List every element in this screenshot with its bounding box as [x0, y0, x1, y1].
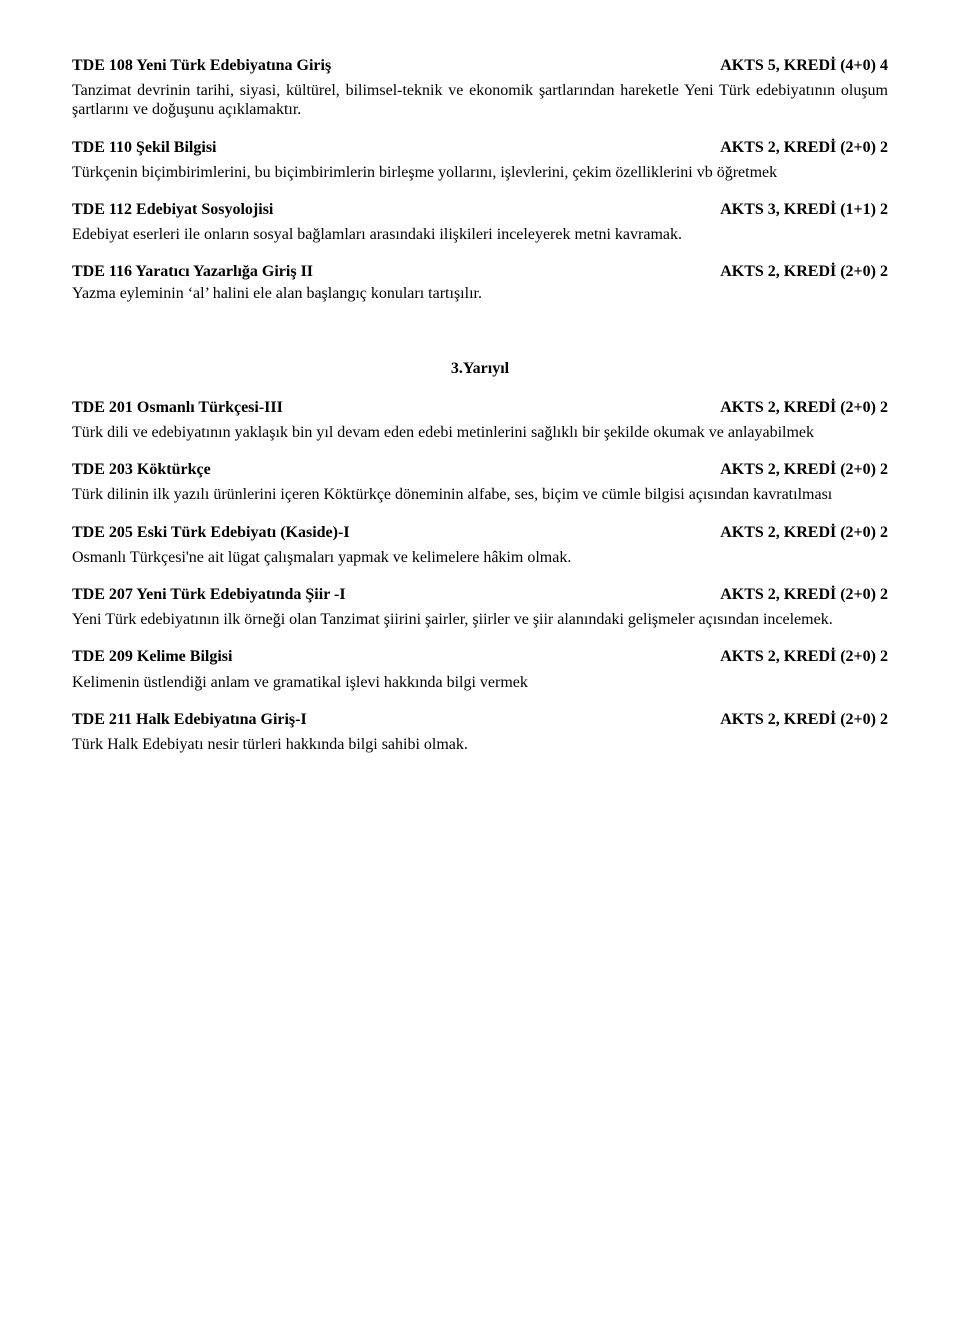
course-desc: Osmanlı Türkçesi'ne ait lügat çalışmalar…	[72, 548, 888, 567]
course-desc: Yazma eyleminin ‘al’ halini ele alan baş…	[72, 284, 888, 303]
course-credit: AKTS 2, KREDİ (2+0) 2	[696, 398, 888, 417]
course-title: TDE 207 Yeni Türk Edebiyatında Şiir -I	[72, 585, 346, 604]
course-credit: AKTS 2, KREDİ (2+0) 2	[696, 710, 888, 729]
course-desc: Kelimenin üstlendiği anlam ve gramatikal…	[72, 673, 888, 692]
course-header-116: TDE 116 Yaratıcı Yazarlığa Giriş II AKTS…	[72, 262, 888, 281]
course-title: TDE 110 Şekil Bilgisi	[72, 138, 216, 157]
course-title: TDE 112 Edebiyat Sosyolojisi	[72, 200, 273, 219]
course-header-209: TDE 209 Kelime Bilgisi AKTS 2, KREDİ (2+…	[72, 647, 888, 666]
course-credit: AKTS 3, KREDİ (1+1) 2	[696, 200, 888, 219]
course-desc: Edebiyat eserleri ile onların sosyal bağ…	[72, 225, 888, 244]
course-desc: Yeni Türk edebiyatının ilk örneği olan T…	[72, 610, 888, 629]
course-desc: Tanzimat devrinin tarihi, siyasi, kültür…	[72, 81, 888, 119]
course-header-211: TDE 211 Halk Edebiyatına Giriş-I AKTS 2,…	[72, 710, 888, 729]
course-desc: Türk dilinin ilk yazılı ürünlerini içere…	[72, 485, 888, 504]
course-title: TDE 201 Osmanlı Türkçesi-III	[72, 398, 283, 417]
course-header-205: TDE 205 Eski Türk Edebiyatı (Kaside)-I A…	[72, 523, 888, 542]
course-title: TDE 108 Yeni Türk Edebiyatına Giriş	[72, 56, 331, 75]
course-title: TDE 205 Eski Türk Edebiyatı (Kaside)-I	[72, 523, 350, 542]
course-title: TDE 116 Yaratıcı Yazarlığa Giriş II	[72, 262, 313, 281]
course-desc: Türkçenin biçimbirimlerini, bu biçimbiri…	[72, 163, 888, 182]
course-header-207: TDE 207 Yeni Türk Edebiyatında Şiir -I A…	[72, 585, 888, 604]
course-credit: AKTS 5, KREDİ (4+0) 4	[696, 56, 888, 75]
course-credit: AKTS 2, KREDİ (2+0) 2	[696, 262, 888, 281]
course-credit: AKTS 2, KREDİ (2+0) 2	[696, 585, 888, 604]
course-credit: AKTS 2, KREDİ (2+0) 2	[696, 523, 888, 542]
course-title: TDE 209 Kelime Bilgisi	[72, 647, 232, 666]
course-header-110: TDE 110 Şekil Bilgisi AKTS 2, KREDİ (2+0…	[72, 138, 888, 157]
course-header-201: TDE 201 Osmanlı Türkçesi-III AKTS 2, KRE…	[72, 398, 888, 417]
course-credit: AKTS 2, KREDİ (2+0) 2	[696, 460, 888, 479]
course-desc: Türk dili ve edebiyatının yaklaşık bin y…	[72, 423, 888, 442]
course-title: TDE 203 Köktürkçe	[72, 460, 211, 479]
course-credit: AKTS 2, KREDİ (2+0) 2	[696, 647, 888, 666]
course-desc: Türk Halk Edebiyatı nesir türleri hakkın…	[72, 735, 888, 754]
semester-heading: 3.Yarıyıl	[72, 359, 888, 378]
course-header-203: TDE 203 Köktürkçe AKTS 2, KREDİ (2+0) 2	[72, 460, 888, 479]
course-header-112: TDE 112 Edebiyat Sosyolojisi AKTS 3, KRE…	[72, 200, 888, 219]
course-credit: AKTS 2, KREDİ (2+0) 2	[696, 138, 888, 157]
course-title: TDE 211 Halk Edebiyatına Giriş-I	[72, 710, 307, 729]
course-header-108: TDE 108 Yeni Türk Edebiyatına Giriş AKTS…	[72, 56, 888, 75]
